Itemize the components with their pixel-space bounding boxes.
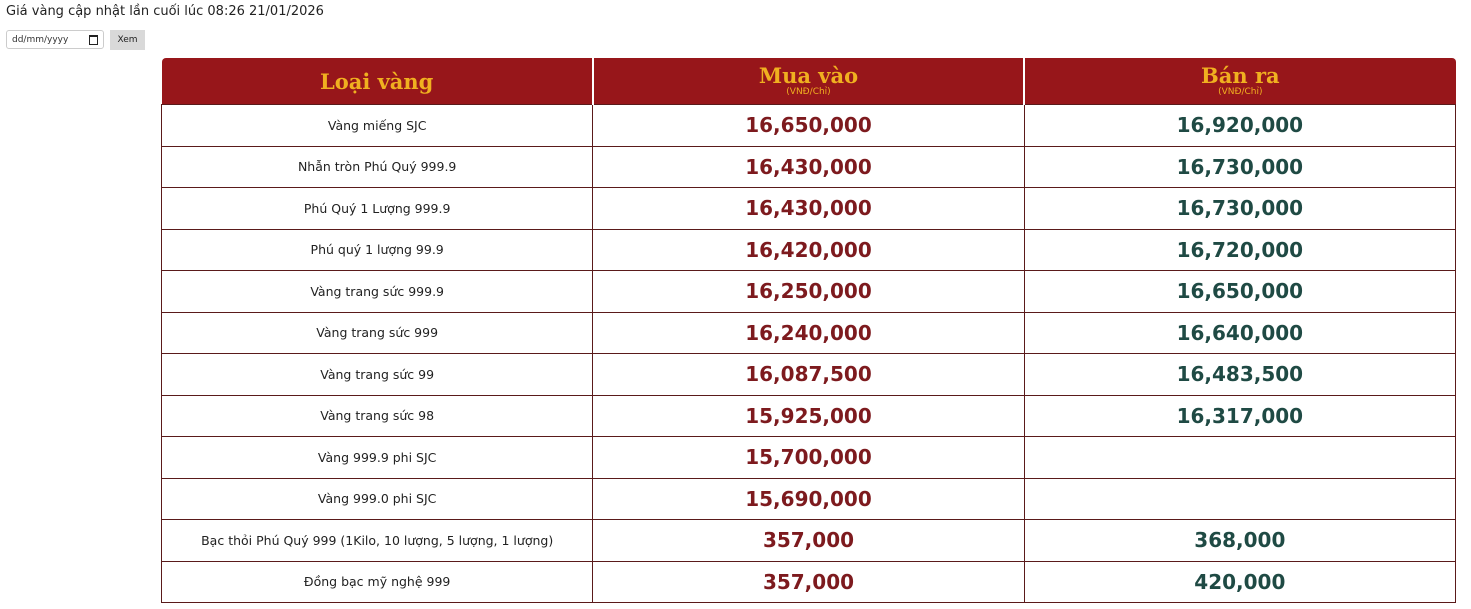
sell-price-cell: 16,650,000 (1023, 270, 1457, 313)
buy-price-cell: 16,420,000 (592, 228, 1025, 271)
sell-price-cell: 368,000 (1023, 519, 1457, 562)
table-row: Vàng trang sức 99 16,087,500 16,483,500 (160, 353, 1457, 396)
table-row: Bạc thỏi Phú Quý 999 (1Kilo, 10 lượng, 5… (160, 519, 1457, 562)
last-updated-text: Giá vàng cập nhật lần cuối lúc 08:26 21/… (6, 4, 324, 19)
gold-type-cell: Đồng bạc mỹ nghệ 999 (160, 560, 594, 603)
gold-type-cell: Vàng 999.9 phi SJC (160, 436, 594, 479)
table-row: Vàng 999.9 phi SJC 15,700,000 (160, 436, 1457, 479)
gold-type-cell: Vàng miếng SJC (160, 104, 594, 147)
sell-price-cell: 420,000 (1023, 560, 1457, 603)
buy-price-cell: 357,000 (592, 519, 1025, 562)
calendar-icon[interactable] (89, 34, 98, 45)
gold-price-table: Loại vàng Mua vào (VNĐ/Chỉ) Bán ra (VNĐ/Ch… (160, 58, 1457, 603)
header-gold-type: Loại vàng (161, 58, 593, 105)
table-header: Loại vàng Mua vào (VNĐ/Chỉ) Bán ra (VNĐ/Ch… (161, 58, 1456, 105)
header-title: Loại vàng (319, 68, 434, 94)
sell-price-cell: 16,730,000 (1023, 145, 1457, 188)
table-row: Vàng trang sức 98 15,925,000 16,317,000 (160, 394, 1457, 437)
table-row: Vàng trang sức 999 16,240,000 16,640,000 (160, 311, 1457, 354)
gold-type-cell: Vàng trang sức 98 (160, 394, 594, 437)
sell-price-cell (1023, 436, 1457, 479)
gold-type-cell: Phú Quý 1 Lượng 999.9 (160, 187, 594, 230)
sell-price-cell: 16,483,500 (1023, 353, 1457, 396)
gold-type-cell: Phú quý 1 lượng 99.9 (160, 228, 594, 271)
table-row: Vàng 999.0 phi SJC 15,690,000 (160, 477, 1457, 520)
view-button[interactable]: Xem (110, 30, 145, 50)
table-row: Phú quý 1 lượng 99.9 16,420,000 16,720,000 (160, 228, 1457, 271)
sell-price-cell: 16,720,000 (1023, 228, 1457, 271)
header-buy: Mua vào (VNĐ/Chỉ) (591, 58, 1025, 105)
sell-price-cell (1023, 477, 1457, 520)
date-placeholder: dd/mm/yyyy (12, 34, 69, 45)
gold-type-cell: Bạc thỏi Phú Quý 999 (1Kilo, 10 lượng, 5… (160, 519, 594, 562)
table-row: Vàng miếng SJC 16,650,000 16,920,000 (160, 104, 1457, 147)
sell-price-cell: 16,730,000 (1023, 187, 1457, 230)
buy-price-cell: 15,690,000 (592, 477, 1025, 520)
gold-type-cell: Vàng trang sức 999 (160, 311, 594, 354)
sell-price-cell: 16,920,000 (1023, 104, 1457, 147)
buy-price-cell: 16,087,500 (592, 353, 1025, 396)
gold-type-cell: Vàng 999.0 phi SJC (160, 477, 594, 520)
gold-type-cell: Nhẫn tròn Phú Quý 999.9 (160, 145, 594, 188)
buy-price-cell: 16,240,000 (592, 311, 1025, 354)
header-unit: (VNĐ/Chỉ) (1218, 87, 1263, 97)
header-title: Mua vào (758, 63, 859, 88)
header-unit: (VNĐ/Chỉ) (786, 87, 831, 97)
buy-price-cell: 357,000 (592, 560, 1025, 603)
table-row: Phú Quý 1 Lượng 999.9 16,430,000 16,730,00… (160, 187, 1457, 230)
table-row: Vàng trang sức 999.9 16,250,000 16,650,000 (160, 270, 1457, 313)
buy-price-cell: 16,250,000 (592, 270, 1025, 313)
table-row: Đồng bạc mỹ nghệ 999 357,000 420,000 (160, 560, 1457, 603)
gold-type-cell: Vàng trang sức 999.9 (160, 270, 594, 313)
table-row: Nhẫn tròn Phú Quý 999.9 16,430,000 16,730,… (160, 145, 1457, 188)
header-sell: Bán ra (VNĐ/Chỉ) (1023, 58, 1456, 105)
buy-price-cell: 15,700,000 (592, 436, 1025, 479)
sell-price-cell: 16,640,000 (1023, 311, 1457, 354)
buy-price-cell: 16,650,000 (592, 104, 1025, 147)
buy-price-cell: 15,925,000 (592, 394, 1025, 437)
sell-price-cell: 16,317,000 (1023, 394, 1457, 437)
date-input[interactable]: dd/mm/yyyy (6, 30, 104, 49)
buy-price-cell: 16,430,000 (592, 187, 1025, 230)
gold-type-cell: Vàng trang sức 99 (160, 353, 594, 396)
header-title: Bán ra (1201, 63, 1280, 88)
buy-price-cell: 16,430,000 (592, 145, 1025, 188)
